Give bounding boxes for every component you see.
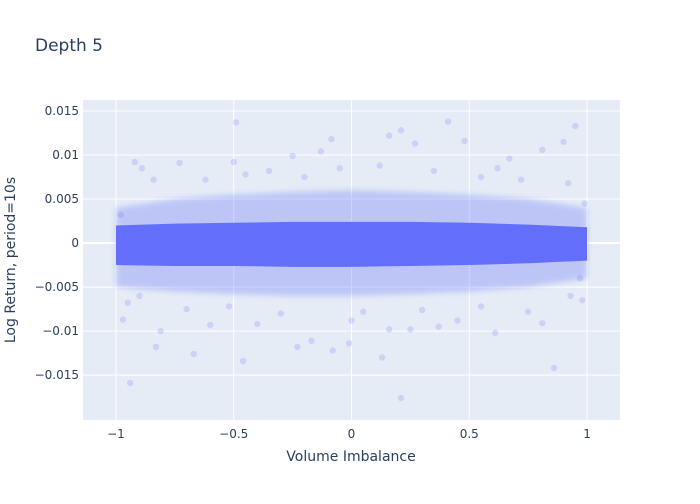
x-tick-label: 0.5 (460, 427, 479, 441)
scatter-point (517, 176, 525, 183)
scatter-point (277, 310, 285, 317)
scatter-point (124, 299, 131, 307)
dense-band (115, 190, 588, 296)
scatter-point (230, 158, 237, 166)
y-tick-labels: 0.015 0.01 0.005 0 −0.005 −0.01 −0.015 (35, 104, 79, 382)
scatter-point (524, 308, 532, 315)
scatter-point (581, 200, 588, 207)
scatter-point (454, 317, 461, 324)
scatter-point (560, 138, 567, 146)
scatter-point (477, 173, 485, 181)
y-tick-label: 0.01 (52, 148, 79, 162)
y-tick-label: −0.015 (35, 368, 79, 382)
scatter-point (242, 171, 249, 178)
y-tick-label: 0 (71, 236, 79, 250)
scatter-point (294, 343, 301, 351)
scatter-point (576, 275, 584, 282)
scatter-point (202, 176, 209, 183)
scatter-point (119, 316, 127, 323)
x-tick-label: 1 (583, 427, 591, 441)
scatter-point (345, 340, 353, 347)
scatter-point (411, 140, 419, 147)
x-axis-label: Volume Imbalance (286, 449, 415, 465)
scatter-point (265, 167, 273, 175)
y-tick-label: 0.015 (45, 104, 79, 118)
scatter-point (152, 343, 160, 351)
scatter-point (308, 337, 315, 344)
scatter-point (126, 379, 134, 387)
scatter-point (418, 306, 426, 314)
scatter-point (461, 137, 468, 145)
scatter-point (491, 329, 499, 337)
scatter-point (225, 303, 233, 310)
scatter-point (567, 292, 574, 300)
x-tick-label: 0 (348, 427, 356, 441)
x-tick-label: −0.5 (219, 427, 248, 441)
scatter-point (430, 167, 438, 175)
scatter-point (329, 347, 336, 354)
scatter-point (328, 135, 335, 143)
scatter-point (301, 173, 308, 181)
scatter-point (336, 165, 343, 172)
scatter-point (150, 176, 157, 183)
scatter-points (117, 118, 588, 402)
scatter-point (360, 308, 367, 315)
band-core (115, 221, 588, 267)
scatter-point (289, 152, 296, 160)
scatter-point (444, 118, 452, 125)
scatter-point (539, 319, 546, 327)
scatter-point (348, 317, 355, 324)
scatter-point (378, 354, 386, 361)
scatter-point (254, 320, 261, 328)
x-tick-label: −1 (107, 427, 125, 441)
scatter-point (136, 292, 143, 300)
scatter-point (232, 119, 240, 126)
scatter-point (131, 158, 139, 166)
y-tick-label: −0.005 (35, 280, 79, 294)
scatter-point (564, 179, 572, 187)
y-tick-label: −0.01 (42, 324, 79, 338)
scatter-point (435, 323, 442, 330)
scatter-point (539, 146, 546, 153)
scatter-point (397, 127, 405, 134)
x-tick-labels: −1 −0.5 0 0.5 1 (107, 427, 591, 441)
chart-title: Depth 5 (35, 36, 103, 56)
scatter-point (176, 159, 183, 167)
scatter-point (506, 155, 513, 162)
y-axis-label: Log Return, period=10s (3, 177, 19, 343)
scatter-point (190, 350, 197, 358)
scatter-point (550, 364, 558, 372)
scatter-point (385, 132, 393, 139)
scatter-point (206, 321, 214, 329)
scatter-point (317, 148, 325, 155)
scatter-point (494, 165, 501, 172)
scatter-point (138, 165, 146, 172)
scatter-point (397, 394, 405, 402)
scatter-point (183, 305, 190, 313)
scatter-point (117, 211, 124, 219)
scatter-point (385, 326, 393, 333)
scatter-point (157, 327, 164, 335)
scatter-point (477, 303, 485, 310)
scatter-point (239, 357, 247, 365)
scatter-point (572, 122, 579, 130)
y-tick-label: 0.005 (45, 192, 79, 206)
scatter-point (579, 297, 586, 304)
scatter-point (407, 326, 414, 333)
scatter-point (376, 162, 383, 169)
